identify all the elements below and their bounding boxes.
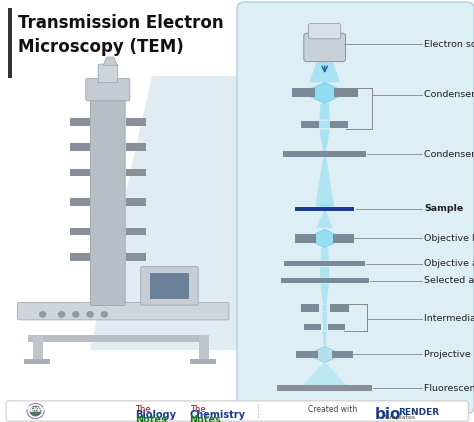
Bar (284, 261, 365, 267)
FancyBboxPatch shape (86, 78, 130, 101)
Text: Transmission Electron: Transmission Electron (18, 14, 224, 32)
Bar (295, 207, 354, 211)
Polygon shape (309, 59, 340, 82)
Bar (301, 121, 319, 128)
Polygon shape (320, 248, 329, 261)
Polygon shape (315, 157, 334, 206)
Text: Electron source: Electron source (424, 40, 474, 49)
Bar (70, 118, 90, 126)
Bar (24, 359, 50, 364)
Polygon shape (323, 331, 327, 346)
Bar (295, 234, 317, 243)
Bar (281, 278, 369, 284)
FancyBboxPatch shape (237, 2, 474, 414)
Bar (126, 228, 146, 235)
Text: Sample: Sample (424, 204, 464, 214)
Text: Objective lens: Objective lens (424, 234, 474, 243)
Text: Microbe: Microbe (25, 406, 46, 411)
Text: RENDER: RENDER (398, 408, 439, 417)
Polygon shape (307, 346, 342, 362)
Text: Condenser aperture: Condenser aperture (424, 149, 474, 159)
Bar (126, 143, 146, 151)
Polygon shape (302, 363, 347, 386)
Bar (150, 273, 189, 299)
Bar (330, 121, 348, 128)
Text: Notes: Notes (27, 408, 44, 413)
FancyBboxPatch shape (91, 95, 125, 306)
Bar (70, 169, 90, 176)
Bar (33, 335, 43, 361)
Bar (292, 88, 315, 97)
Text: Chemistry: Chemistry (190, 410, 246, 420)
Text: Fluorescent screen: Fluorescent screen (424, 384, 474, 393)
Polygon shape (320, 267, 329, 278)
Text: Notes: Notes (190, 415, 221, 422)
Bar (199, 335, 209, 361)
Text: Templates: Templates (384, 415, 416, 420)
Circle shape (39, 311, 46, 318)
Circle shape (30, 406, 41, 416)
Circle shape (27, 403, 44, 419)
Bar (28, 335, 209, 342)
Polygon shape (319, 103, 330, 119)
FancyBboxPatch shape (304, 33, 346, 62)
Polygon shape (317, 211, 333, 228)
Bar (301, 304, 319, 312)
Bar (70, 198, 90, 206)
Circle shape (86, 311, 94, 318)
Polygon shape (103, 57, 117, 65)
Text: Created with: Created with (308, 405, 357, 414)
Text: Biology: Biology (135, 410, 176, 420)
Polygon shape (320, 284, 329, 304)
Polygon shape (323, 324, 327, 330)
Circle shape (72, 311, 80, 318)
Polygon shape (319, 121, 330, 128)
Text: Microscopy (TEM): Microscopy (TEM) (18, 38, 184, 56)
FancyBboxPatch shape (18, 303, 229, 320)
Text: Projective lens: Projective lens (424, 350, 474, 359)
Bar (283, 151, 366, 157)
Polygon shape (319, 130, 330, 151)
FancyBboxPatch shape (6, 401, 468, 421)
Bar (126, 198, 146, 206)
Circle shape (100, 311, 108, 318)
Polygon shape (322, 312, 327, 324)
Bar (126, 118, 146, 126)
Polygon shape (90, 76, 242, 350)
Text: bio: bio (374, 407, 401, 422)
Bar (70, 143, 90, 151)
Bar (70, 253, 90, 261)
Bar (70, 228, 90, 235)
Bar (334, 88, 358, 97)
Bar (126, 169, 146, 176)
Text: The: The (135, 405, 151, 414)
Text: Notes: Notes (135, 415, 167, 422)
Bar (330, 304, 349, 312)
Bar (277, 385, 372, 392)
Polygon shape (306, 229, 344, 248)
FancyBboxPatch shape (309, 24, 341, 39)
Polygon shape (322, 305, 327, 311)
FancyBboxPatch shape (141, 267, 198, 305)
Text: Objective aperture: Objective aperture (424, 259, 474, 268)
Bar (328, 324, 345, 330)
Text: Intermediate lenses: Intermediate lenses (424, 314, 474, 323)
Bar (332, 351, 353, 358)
Bar (304, 324, 321, 330)
FancyBboxPatch shape (98, 64, 118, 83)
Text: The: The (190, 405, 205, 414)
Bar (8, 8, 12, 78)
Circle shape (58, 311, 65, 318)
Text: Condenser lenses: Condenser lenses (424, 90, 474, 100)
Bar (190, 359, 216, 364)
Bar (126, 253, 146, 261)
Bar (296, 351, 318, 358)
Bar (333, 234, 355, 243)
Polygon shape (315, 204, 334, 209)
Polygon shape (302, 82, 347, 103)
Text: Selected area aperture: Selected area aperture (424, 276, 474, 285)
